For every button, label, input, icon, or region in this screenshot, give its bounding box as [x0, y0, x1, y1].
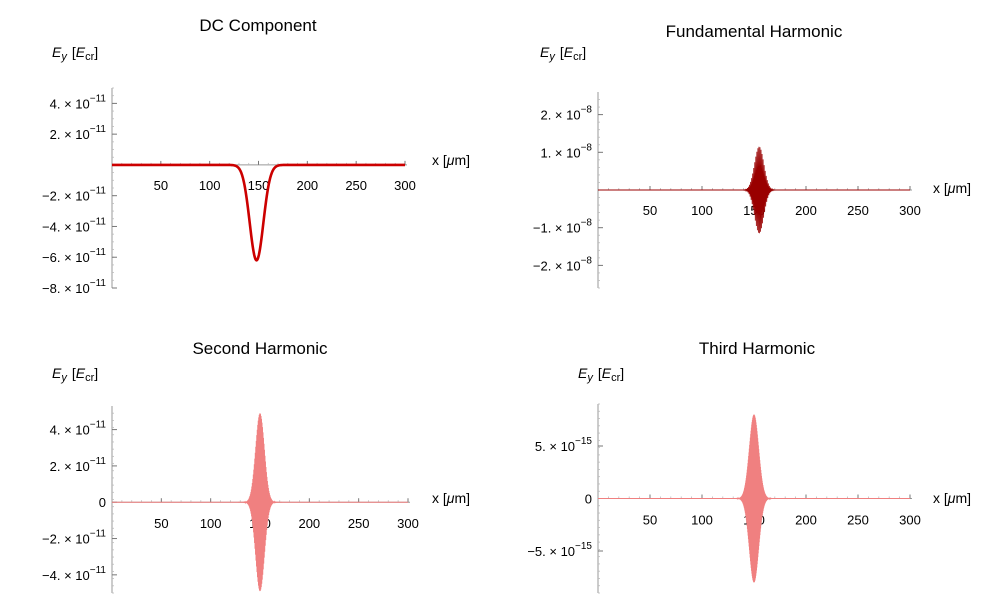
x-tick-label: 300 [899, 203, 921, 218]
x-axis-label: x [μm] [432, 152, 470, 168]
x-tick-label: 250 [345, 178, 367, 193]
x-tick-label: 300 [394, 178, 416, 193]
x-tick-label: 200 [298, 516, 320, 531]
x-tick-label: 300 [397, 516, 419, 531]
y-tick-label: −2. × 10−8 [533, 255, 593, 273]
data-series-1 [730, 414, 778, 583]
x-tick-label: 200 [296, 178, 318, 193]
x-axis-label: x [μm] [933, 180, 971, 196]
y-tick-label: −5. × 10−15 [527, 541, 592, 559]
chart-title: Fundamental Harmonic [666, 22, 843, 41]
y-tick-label: −2. × 10−11 [42, 186, 106, 204]
chart-title: Second Harmonic [192, 339, 328, 358]
data-series-1 [111, 163, 406, 262]
x-tick-label: 50 [643, 203, 657, 218]
data-series-1 [735, 146, 783, 234]
y-tick-label: −1. × 10−8 [533, 218, 593, 236]
y-axis-label: Ey [Ecr] [52, 365, 98, 384]
chart-title: Third Harmonic [699, 339, 816, 358]
y-tick-label: 1. × 10−8 [540, 142, 592, 160]
y-tick-label: 0 [585, 492, 592, 507]
x-tick-label: 250 [847, 513, 869, 528]
x-tick-label: 250 [348, 516, 370, 531]
x-tick-label: 200 [795, 513, 817, 528]
y-tick-label: −4. × 10−11 [42, 216, 106, 234]
y-tick-label: 2. × 10−8 [540, 105, 592, 123]
y-tick-label: 5. × 10−15 [535, 436, 593, 454]
x-tick-label: 100 [691, 203, 713, 218]
y-tick-label: 0 [99, 495, 106, 510]
x-tick-label: 250 [847, 203, 869, 218]
y-axis-label: Ey [Ecr] [540, 44, 586, 63]
x-tick-label: 100 [200, 516, 222, 531]
x-tick-label: 100 [199, 178, 221, 193]
x-tick-label: 300 [899, 513, 921, 528]
x-axis-label: x [μm] [432, 490, 470, 506]
y-tick-label: 2. × 10−11 [50, 124, 107, 142]
y-axis-label: Ey [Ecr] [578, 365, 624, 384]
y-tick-label: −2. × 10−11 [42, 529, 106, 547]
x-tick-label: 50 [154, 178, 168, 193]
x-tick-label: 50 [154, 516, 168, 531]
x-tick-label: 50 [643, 513, 657, 528]
x-tick-label: 200 [795, 203, 817, 218]
y-tick-label: 4. × 10−11 [50, 420, 107, 438]
chart-panel-1: DC Component Ey [Ecr] x [μm] 50 100 150 200 250 3… [42, 16, 470, 296]
x-axis-label: x [μm] [933, 490, 971, 506]
y-tick-label: −6. × 10−11 [42, 247, 106, 265]
data-series-1 [237, 413, 283, 592]
y-tick-label: 2. × 10−11 [50, 456, 107, 474]
x-tick-label: 150 [248, 178, 270, 193]
y-tick-label: 4. × 10−11 [50, 93, 107, 111]
y-tick-label: −8. × 10−11 [42, 278, 106, 296]
chart-title: DC Component [199, 16, 316, 35]
y-axis-label: Ey [Ecr] [52, 44, 98, 63]
y-tick-label: −4. × 10−11 [42, 565, 106, 583]
x-tick-label: 100 [691, 513, 713, 528]
